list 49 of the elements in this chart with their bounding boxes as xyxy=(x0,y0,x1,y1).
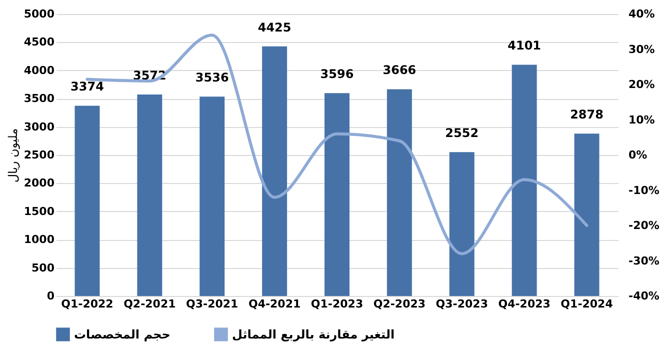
bar xyxy=(574,134,600,296)
data-label: 3666 xyxy=(382,63,416,78)
y-tick-label: 1500 xyxy=(24,204,55,218)
bar xyxy=(200,96,225,296)
bar xyxy=(74,106,100,296)
data-label: 3374 xyxy=(70,80,104,94)
bar xyxy=(324,93,350,296)
x-tick-label: Q1-2022 xyxy=(61,298,114,310)
y2-tick-label: -10% xyxy=(628,184,660,197)
data-label: 3596 xyxy=(320,67,354,82)
y2-tick-label: 20% xyxy=(628,78,655,91)
y-tick-label: 0 xyxy=(46,290,55,302)
bar xyxy=(512,64,537,296)
legend-label: التغير مقارنة بالربع المماثل xyxy=(232,327,395,342)
y2-tick-label: -20% xyxy=(628,219,660,232)
y2-tick-label: -40% xyxy=(628,290,660,302)
x-tick-label: Q2-2021 xyxy=(124,298,176,310)
y-tick-label: 2000 xyxy=(24,176,55,190)
y-tick-label: 4000 xyxy=(24,64,55,77)
bar xyxy=(137,94,162,296)
legend-label: حجم المخصصات xyxy=(74,327,170,342)
y2-tick-label: 10% xyxy=(628,113,655,126)
x-tick-label: Q1-2024 xyxy=(560,298,614,310)
y-axis-title: مليون ريال xyxy=(6,128,20,183)
y-tick-label: 4500 xyxy=(24,36,55,49)
y-tick-label: 3500 xyxy=(24,92,55,106)
y-tick-label: 3000 xyxy=(24,120,55,134)
y-tick-label: 5000 xyxy=(24,8,55,20)
y-tick-label: 500 xyxy=(32,261,55,274)
x-tick-label: Q1-2023 xyxy=(310,298,364,310)
bar xyxy=(449,152,474,296)
x-tick-label: Q3-2023 xyxy=(436,298,488,310)
y-tick-label: 1000 xyxy=(24,233,55,246)
y2-tick-label: 0% xyxy=(628,148,648,162)
y2-tick-label: 40% xyxy=(628,8,655,20)
data-label: 2878 xyxy=(570,108,604,122)
y-tick-label: 2500 xyxy=(24,148,55,162)
bar xyxy=(262,46,288,296)
bar xyxy=(386,89,412,296)
y2-tick-label: 30% xyxy=(628,42,655,56)
x-tick-label: Q3-2021 xyxy=(186,298,238,310)
data-label: 3536 xyxy=(195,70,229,85)
y2-tick-label: -30% xyxy=(628,254,660,268)
data-label: 4101 xyxy=(508,38,542,53)
x-tick-label: Q4-2021 xyxy=(248,298,301,310)
x-tick-label: Q2-2023 xyxy=(373,298,426,310)
x-tick-label: Q4-2023 xyxy=(498,298,550,310)
data-label: 4425 xyxy=(258,20,292,34)
data-label: 2552 xyxy=(445,126,479,140)
